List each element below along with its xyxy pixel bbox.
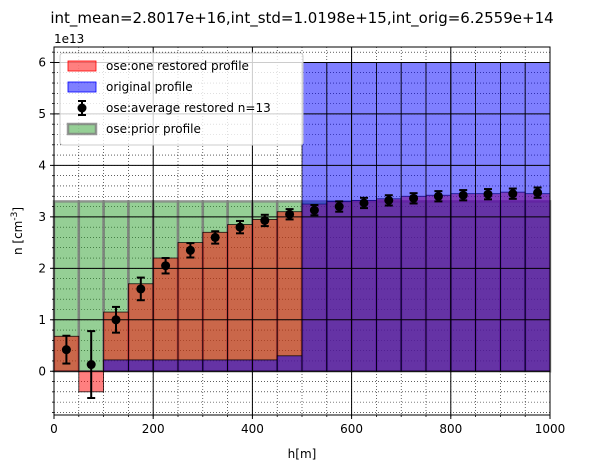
average-restored-point bbox=[285, 208, 295, 221]
legend-item: ose:average restored n=13 bbox=[77, 100, 271, 116]
y-tick-label: 6 bbox=[38, 55, 46, 69]
x-tick-label: 800 bbox=[439, 422, 462, 436]
x-tick-label: 400 bbox=[241, 422, 264, 436]
average-restored-point bbox=[409, 192, 419, 205]
average-restored-point bbox=[61, 334, 71, 365]
y-offset-label: 1e13 bbox=[54, 32, 84, 46]
legend-item: original profile bbox=[67, 80, 193, 94]
y-tick-label: 5 bbox=[38, 107, 46, 121]
restored-profile-bar bbox=[276, 211, 303, 372]
restored-profile-bar bbox=[251, 219, 278, 372]
average-restored-point bbox=[359, 196, 369, 210]
average-restored-point bbox=[136, 276, 146, 302]
legend-item: ose:one restored profile bbox=[67, 59, 249, 73]
legend-label: original profile bbox=[106, 80, 193, 94]
original-profile-bar bbox=[251, 359, 278, 372]
legend: ose:one restored profile original profile… bbox=[59, 52, 304, 146]
x-axis: 0 200 400 600 800 1000 bbox=[50, 415, 565, 436]
restored-profile-bar bbox=[152, 257, 179, 372]
legend-label: ose:one restored profile bbox=[106, 59, 249, 73]
average-restored-point bbox=[260, 213, 270, 228]
y-tick-label: 3 bbox=[38, 210, 46, 224]
chart-title: int_mean=2.8017e+16,int_std=1.0198e+15,i… bbox=[50, 9, 553, 28]
legend-frame bbox=[59, 52, 304, 146]
x-tick-label: 600 bbox=[340, 422, 363, 436]
y-tick-label: 0 bbox=[38, 364, 46, 378]
average-restored-point bbox=[483, 188, 493, 201]
average-restored-point bbox=[458, 189, 468, 202]
y-tick-label: 4 bbox=[38, 158, 46, 172]
average-restored-point bbox=[86, 330, 96, 400]
average-restored-points bbox=[61, 186, 543, 400]
restored-profile-bar bbox=[202, 231, 229, 372]
average-restored-point bbox=[309, 204, 319, 217]
x-tick-label: 0 bbox=[50, 422, 58, 436]
original-profile-bar bbox=[276, 355, 303, 372]
y-axis: 0 1 2 3 4 5 6 bbox=[38, 51, 54, 413]
average-restored-point bbox=[235, 219, 245, 235]
y-tick-label: 1 bbox=[38, 313, 46, 327]
x-tick-label: 200 bbox=[142, 422, 165, 436]
legend-label: ose:prior profile bbox=[106, 122, 201, 136]
average-restored-point bbox=[334, 200, 344, 213]
average-restored-point bbox=[508, 187, 518, 200]
original-profile-bar bbox=[127, 359, 154, 372]
average-restored-point bbox=[384, 194, 394, 207]
average-restored-point bbox=[161, 257, 171, 275]
original-profile-bar bbox=[152, 359, 179, 372]
legend-item: ose:prior profile bbox=[66, 122, 201, 136]
average-restored-point bbox=[433, 190, 443, 203]
average-restored-point bbox=[185, 242, 195, 259]
x-axis-label: h[m] bbox=[288, 447, 317, 461]
restored-profile-bar bbox=[177, 242, 204, 372]
y-axis-label: n [cm-3] bbox=[10, 207, 25, 255]
original-profile-bar bbox=[202, 359, 229, 372]
x-tick-label: 1000 bbox=[535, 422, 566, 436]
average-restored-point bbox=[533, 186, 543, 199]
average-restored-point bbox=[111, 305, 121, 334]
average-restored-point bbox=[210, 230, 220, 245]
original-profile-bar bbox=[103, 359, 129, 372]
original-profile-bar bbox=[177, 359, 204, 372]
legend-label: ose:average restored n=13 bbox=[106, 101, 271, 115]
restored-profile-bar bbox=[227, 224, 253, 372]
y-tick-label: 2 bbox=[38, 261, 46, 275]
original-profile-bar bbox=[227, 359, 253, 372]
